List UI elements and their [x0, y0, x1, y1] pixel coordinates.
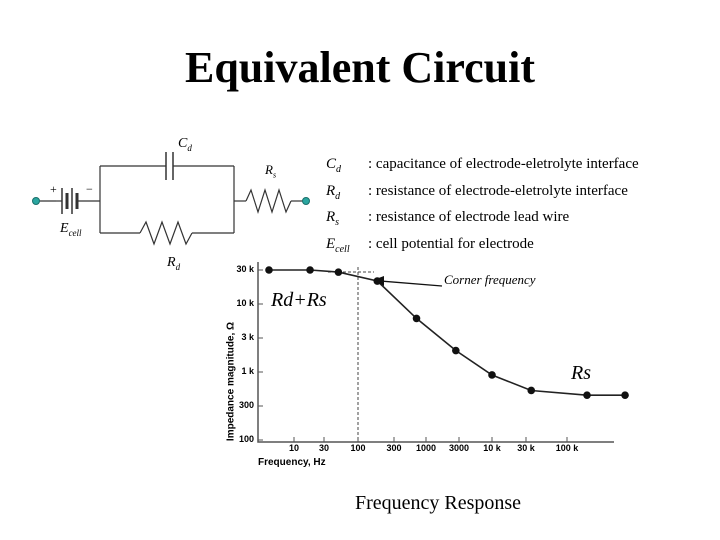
legend-row: Cd: capacitance of electrode-eletrolyte … — [326, 156, 639, 175]
data-point — [583, 391, 591, 399]
x-tick-label: 100 k — [555, 443, 579, 453]
chart-axes-line — [257, 262, 614, 443]
x-tick-label: 10 — [288, 443, 299, 453]
legend-row: Rd: resistance of electrode-eletrolyte i… — [326, 182, 628, 202]
equivalent-circuit — [36, 152, 306, 246]
x-tick-label: 300 — [386, 443, 402, 453]
impedance-chart — [257, 262, 629, 443]
data-point — [488, 371, 496, 379]
left-terminal — [32, 197, 40, 205]
corner-arrow — [373, 276, 443, 287]
data-point — [334, 268, 343, 276]
x-tick-label: 100 — [350, 443, 366, 453]
y-tick-label: 100 — [238, 434, 254, 444]
x-tick-label: 30 k — [517, 443, 535, 453]
y-tick-label: 3 k — [241, 332, 254, 342]
right-terminal — [302, 197, 310, 205]
battery-plus: + — [50, 182, 57, 196]
caption: Frequency Response — [354, 492, 522, 514]
legend-row: Rs: resistance of electrode lead wire — [326, 209, 570, 228]
page-title: Equivalent Circuit — [184, 43, 535, 92]
x-tick-label: 10 k — [483, 443, 501, 453]
data-point — [452, 346, 460, 355]
y-tick-label: 300 — [238, 400, 254, 410]
y-tick-label: 1 k — [241, 366, 254, 376]
cap-label: Cd — [178, 136, 192, 153]
x-tick-label: 3000 — [448, 443, 470, 453]
x-tick-label: 30 — [318, 443, 329, 453]
rs-label: Rs — [265, 162, 277, 180]
battery-minus: − — [86, 182, 93, 196]
data-point — [306, 266, 314, 274]
data-point — [527, 386, 536, 395]
rd-label: Rd — [167, 255, 181, 272]
legend-row: Ecell: cell potential for electrode — [326, 235, 534, 255]
legend: Cd: capacitance of electrode-eletrolyte … — [326, 154, 639, 260]
data-point — [265, 266, 273, 274]
corner-frequency-label: Corner frequency — [444, 272, 536, 287]
data-point — [621, 391, 629, 399]
y-tick-label: 10 k — [236, 298, 254, 308]
ecell-label: Ecell — [60, 221, 82, 238]
y-tick-label: 30 k — [236, 264, 254, 274]
x-axis-label: Frequency, Hz — [258, 457, 326, 468]
x-tick-label: 1000 — [415, 443, 437, 453]
data-point — [412, 314, 421, 323]
low-freq-annotation: Rd+Rs — [271, 289, 327, 311]
high-freq-annotation: Rs — [571, 362, 591, 384]
